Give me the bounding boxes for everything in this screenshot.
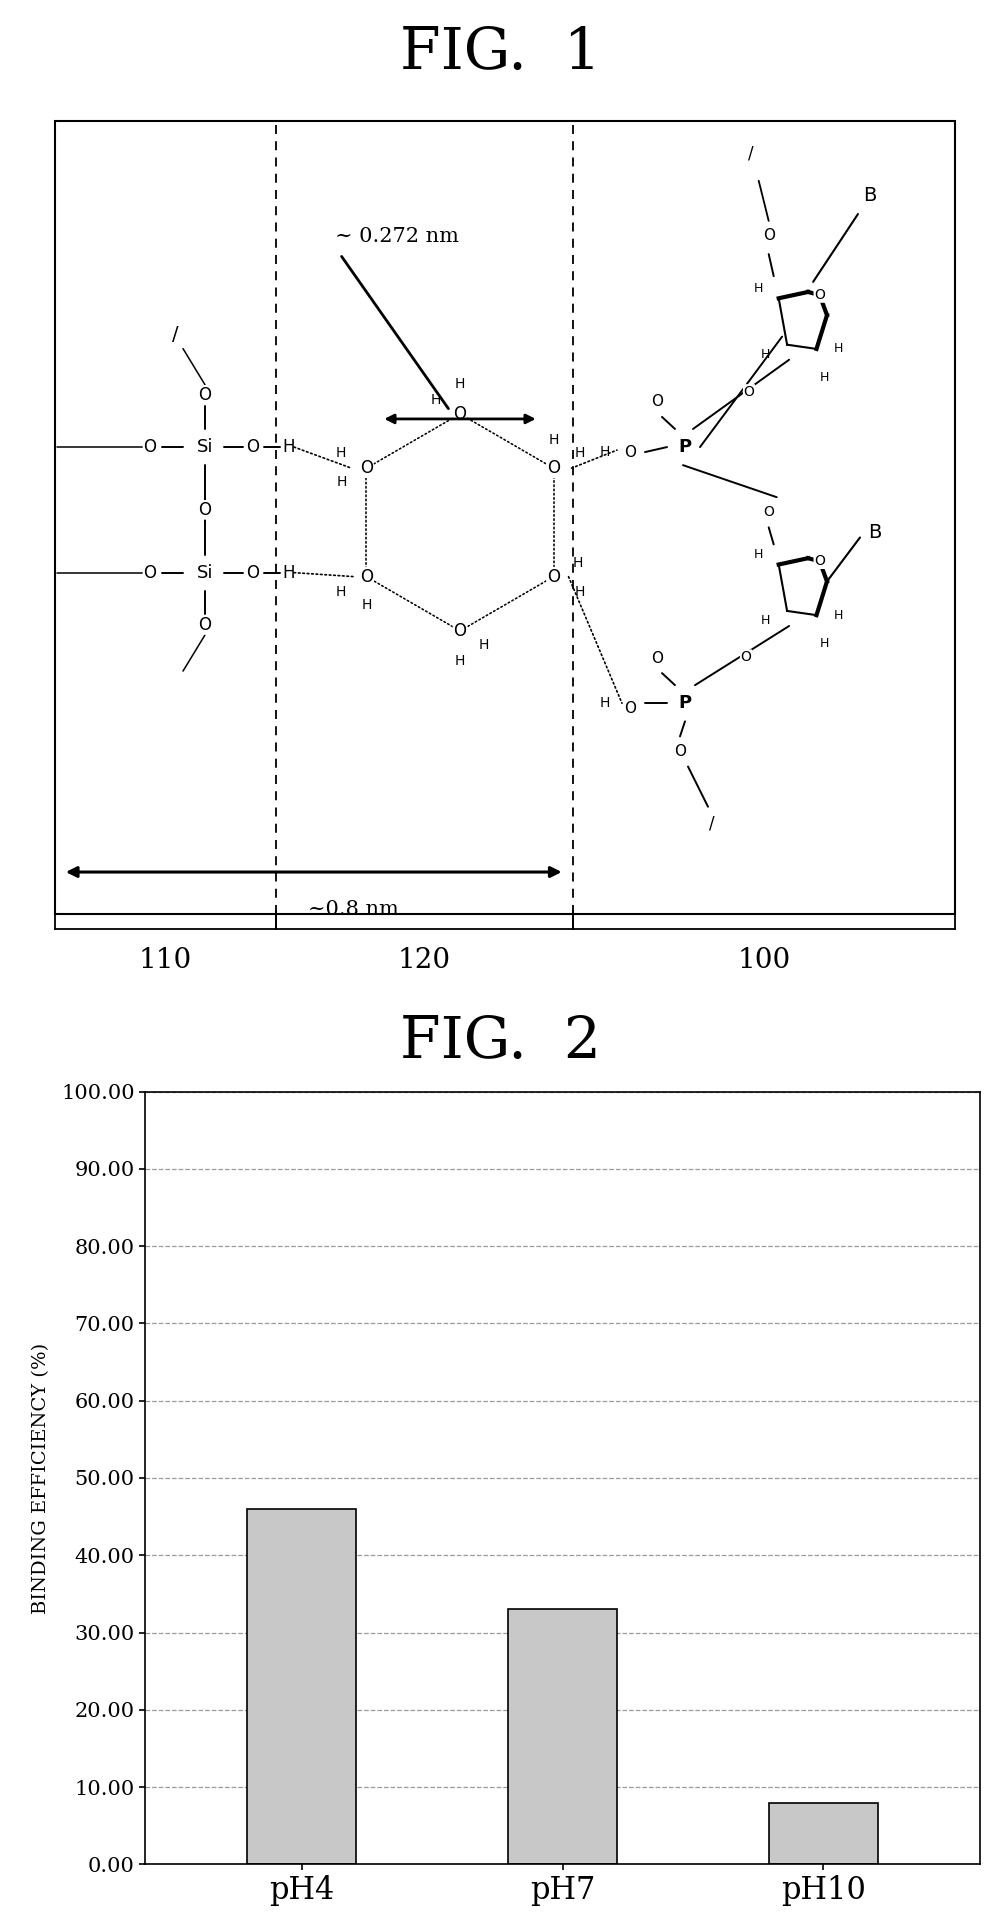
Text: O: O: [651, 394, 663, 410]
Text: O: O: [360, 460, 373, 477]
Text: H: H: [455, 377, 465, 390]
Text: O: O: [547, 460, 560, 477]
Text: O: O: [651, 651, 663, 665]
Text: H: H: [335, 585, 346, 599]
Text: H: H: [283, 439, 295, 456]
Text: P: P: [678, 439, 692, 456]
Bar: [247, 1509, 356, 1864]
Text: H: H: [574, 585, 585, 599]
Text: ~ 0.272 nm: ~ 0.272 nm: [335, 226, 459, 245]
Bar: [508, 1609, 617, 1864]
Text: B: B: [863, 185, 877, 205]
Text: Si: Si: [197, 564, 213, 582]
Text: /: /: [709, 815, 715, 833]
Text: H: H: [820, 638, 829, 649]
Text: H: H: [760, 614, 770, 628]
Text: H: H: [335, 446, 346, 460]
Text: P: P: [678, 694, 692, 713]
Text: O: O: [246, 439, 260, 456]
Text: O: O: [453, 622, 466, 639]
Text: O: O: [143, 564, 156, 582]
Text: H: H: [431, 392, 441, 408]
Y-axis label: BINDING EFFICIENCY (%): BINDING EFFICIENCY (%): [32, 1343, 50, 1613]
Text: H: H: [361, 597, 372, 612]
Text: O: O: [814, 554, 825, 568]
Text: O: O: [198, 500, 211, 520]
Text: 120: 120: [397, 947, 451, 974]
Text: O: O: [143, 439, 156, 456]
Text: 110: 110: [139, 947, 192, 974]
Bar: [55, 120, 955, 914]
Text: H: H: [479, 638, 489, 651]
Text: H: H: [573, 556, 583, 570]
Text: /: /: [172, 325, 178, 344]
Text: O: O: [763, 228, 775, 243]
Text: H: H: [760, 348, 770, 361]
Text: O: O: [453, 406, 466, 423]
Text: H: H: [455, 655, 465, 668]
Text: O: O: [198, 386, 211, 404]
Text: /: /: [748, 145, 754, 162]
Text: O: O: [624, 444, 636, 460]
Text: O: O: [674, 744, 686, 759]
Text: O: O: [198, 616, 211, 634]
Text: H: H: [834, 609, 843, 622]
Text: O: O: [547, 568, 560, 585]
Text: FIG.  2: FIG. 2: [400, 1014, 600, 1070]
Text: O: O: [624, 701, 636, 715]
Text: H: H: [834, 342, 843, 355]
Text: H: H: [574, 446, 585, 460]
Text: H: H: [600, 444, 610, 460]
Text: O: O: [814, 288, 825, 301]
Bar: [769, 1803, 878, 1864]
Text: H: H: [600, 696, 610, 711]
Text: ~0.8 nm: ~0.8 nm: [308, 900, 399, 920]
Text: H: H: [754, 282, 763, 296]
Text: O: O: [763, 506, 774, 520]
Text: 100: 100: [737, 947, 790, 974]
Text: B: B: [868, 524, 882, 543]
Text: H: H: [283, 564, 295, 582]
Text: O: O: [246, 564, 260, 582]
Text: FIG.  1: FIG. 1: [400, 25, 600, 81]
Text: H: H: [548, 433, 559, 446]
Text: O: O: [744, 384, 754, 398]
Text: H: H: [820, 371, 829, 384]
Text: Si: Si: [197, 439, 213, 456]
Text: O: O: [360, 568, 373, 585]
Text: H: H: [337, 475, 347, 489]
Text: O: O: [741, 649, 751, 665]
Text: H: H: [754, 549, 763, 560]
